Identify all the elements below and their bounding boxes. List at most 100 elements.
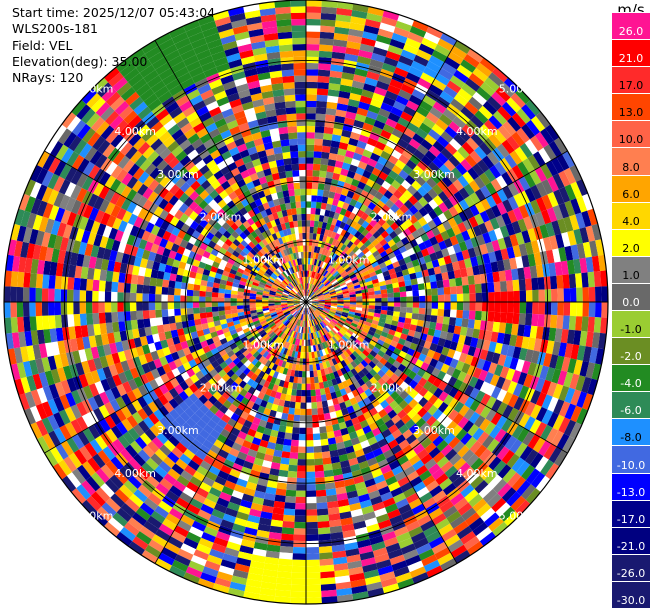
- velocity-gate: [243, 383, 252, 392]
- velocity-gate: [317, 307, 324, 311]
- velocity-gate: [308, 345, 312, 353]
- velocity-gate: [313, 370, 318, 378]
- velocity-gate: [329, 519, 342, 528]
- velocity-gate: [306, 213, 311, 221]
- velocity-gate: [346, 451, 357, 460]
- velocity-gate: [163, 473, 177, 486]
- velocity-gate: [59, 424, 72, 441]
- velocity-gate: [428, 507, 444, 520]
- velocity-gate: [54, 275, 62, 290]
- velocity-gate: [155, 558, 172, 572]
- velocity-gate: [306, 503, 317, 510]
- velocity-gate: [312, 319, 317, 326]
- velocity-gate: [362, 425, 372, 435]
- velocity-gate: [353, 520, 367, 530]
- velocity-gate: [248, 325, 256, 331]
- velocity-gate: [244, 342, 253, 350]
- velocity-gate: [393, 306, 401, 312]
- velocity-gate: [398, 316, 406, 323]
- velocity-gate: [503, 511, 520, 527]
- velocity-gate: [405, 449, 417, 461]
- velocity-gate: [261, 505, 274, 514]
- velocity-gate: [321, 145, 331, 153]
- velocity-gate: [232, 523, 246, 533]
- velocity-gate: [280, 539, 294, 547]
- velocity-gate: [369, 339, 377, 347]
- velocity-gate: [229, 468, 241, 479]
- velocity-gate: [499, 506, 516, 522]
- velocity-gate: [485, 409, 497, 422]
- velocity-gate: [306, 75, 318, 83]
- velocity-gate: [359, 316, 367, 322]
- velocity-gate: [64, 422, 78, 438]
- velocity-gate: [283, 438, 292, 446]
- velocity-gate: [343, 342, 351, 349]
- velocity-gate: [278, 331, 284, 338]
- velocity-gate: [335, 341, 342, 348]
- velocity-gate: [315, 309, 322, 314]
- velocity-gate: [229, 495, 242, 506]
- velocity-gate: [168, 565, 186, 578]
- velocity-gate: [529, 325, 538, 339]
- velocity-gate: [241, 273, 249, 280]
- velocity-gate: [315, 331, 320, 338]
- velocity-gate: [342, 309, 350, 314]
- velocity-gate: [158, 523, 174, 537]
- velocity-gate: [136, 293, 143, 302]
- velocity-gate: [210, 347, 219, 356]
- velocity-gate: [298, 370, 303, 378]
- velocity-gate: [288, 458, 298, 466]
- velocity-gate: [568, 315, 577, 331]
- velocity-gate: [87, 324, 95, 337]
- velocity-gate: [151, 436, 164, 449]
- velocity-gate: [66, 302, 74, 315]
- velocity-gate: [425, 334, 434, 343]
- velocity-gate: [203, 455, 215, 466]
- velocity-gate: [238, 315, 246, 320]
- velocity-gate: [126, 234, 136, 246]
- velocity-gate: [109, 399, 121, 413]
- velocity-gate: [368, 305, 376, 310]
- velocity-gate: [387, 439, 399, 450]
- velocity-gate: [350, 322, 358, 328]
- velocity-gate: [266, 480, 278, 489]
- velocity-gate: [13, 240, 23, 257]
- velocity-gate: [373, 332, 381, 340]
- velocity-gate: [470, 475, 484, 489]
- velocity-gate: [154, 505, 169, 519]
- velocity-gate: [455, 317, 463, 327]
- velocity-gate: [204, 560, 221, 572]
- velocity-gate: [257, 405, 266, 414]
- velocity-gate: [164, 264, 173, 274]
- velocity-gate: [229, 329, 237, 336]
- velocity-gate: [268, 303, 275, 306]
- velocity-gate: [293, 298, 300, 301]
- velocity-gate: [186, 256, 195, 266]
- velocity-gate: [274, 328, 281, 335]
- velocity-gate: [527, 434, 541, 450]
- velocity-gate: [410, 531, 426, 544]
- velocity-gate: [254, 368, 262, 376]
- velocity-gate: [311, 326, 315, 333]
- velocity-gate: [275, 488, 287, 496]
- velocity-gate: [275, 6, 291, 15]
- velocity-gate: [447, 348, 456, 359]
- velocity-gate: [24, 408, 36, 425]
- velocity-gate: [199, 285, 207, 292]
- velocity-gate: [192, 302, 200, 308]
- velocity-gate: [160, 255, 169, 265]
- velocity-gate: [224, 306, 231, 311]
- velocity-gate: [541, 409, 554, 425]
- velocity-gate: [369, 368, 378, 377]
- velocity-gate: [294, 515, 306, 523]
- velocity-gate: [202, 476, 215, 487]
- velocity-gate: [281, 298, 288, 300]
- velocity-gate: [148, 302, 156, 311]
- velocity-gate: [129, 302, 137, 312]
- velocity-gate: [563, 419, 577, 437]
- velocity-gate: [294, 188, 301, 196]
- velocity-gate: [35, 419, 49, 437]
- velocity-gate: [317, 69, 331, 77]
- velocity-gate: [404, 317, 412, 325]
- velocity-gate: [382, 353, 391, 362]
